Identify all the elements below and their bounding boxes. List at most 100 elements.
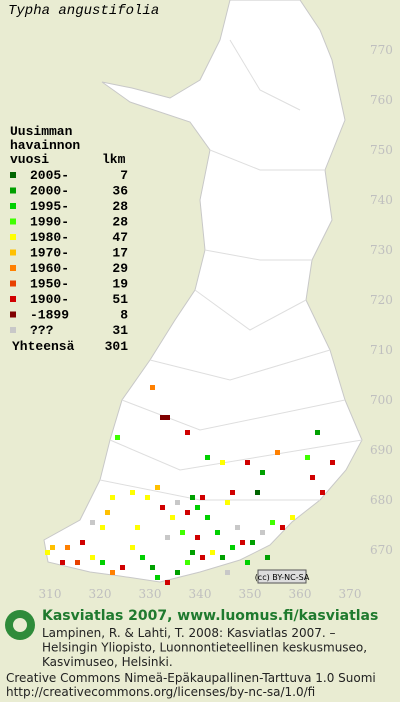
observation-square	[245, 460, 250, 465]
legend-count: 51	[112, 292, 128, 307]
observation-square	[315, 430, 320, 435]
license-line: http://creativecommons.org/licenses/by-n…	[6, 685, 315, 699]
easting-label: 330	[139, 587, 162, 601]
northing-label: 710	[370, 343, 393, 357]
observation-square	[90, 555, 95, 560]
observation-square	[60, 560, 65, 565]
observation-square	[190, 495, 195, 500]
legend-count: 17	[112, 246, 128, 261]
observation-square	[185, 560, 190, 565]
observation-square	[155, 575, 160, 580]
observation-square	[90, 520, 95, 525]
observation-square	[170, 515, 175, 520]
observation-square	[200, 495, 205, 500]
observation-square	[175, 500, 180, 505]
observation-square	[330, 460, 335, 465]
easting-label: 320	[89, 587, 112, 601]
observation-square	[320, 490, 325, 495]
logo	[5, 610, 35, 640]
observation-square	[150, 565, 155, 570]
title: Typha angustifolia	[8, 3, 159, 19]
observation-square	[195, 505, 200, 510]
country-outline	[43, 0, 363, 583]
observation-square	[100, 525, 105, 530]
legend-label: 1960-	[30, 261, 69, 276]
easting-label: 310	[39, 587, 62, 601]
observation-square	[165, 535, 170, 540]
observation-square	[130, 545, 135, 550]
observation-square	[260, 530, 265, 535]
northing-label: 700	[370, 393, 393, 407]
observation-square	[260, 470, 265, 475]
observation-square	[50, 545, 55, 550]
observation-square	[80, 540, 85, 545]
observation-square	[225, 570, 230, 575]
observation-square	[220, 460, 225, 465]
observation-square	[130, 490, 135, 495]
license-line: Creative Commons Nimeä-Epäkaupallinen-Ta…	[6, 671, 376, 685]
observation-square	[110, 570, 115, 575]
legend-label: 2000-	[30, 184, 69, 199]
northing-label: 720	[370, 293, 393, 307]
observation-square	[165, 415, 170, 420]
legend-count: 7	[120, 168, 128, 183]
observation-square	[265, 555, 270, 560]
observation-square	[255, 490, 260, 495]
northing-label: 690	[370, 443, 393, 457]
observation-square	[270, 520, 275, 525]
observation-square	[275, 450, 280, 455]
legend-swatch	[10, 172, 16, 178]
legend-count: 8	[120, 308, 128, 323]
legend-swatch	[10, 187, 16, 194]
observation-square	[235, 525, 240, 530]
legend-label: 2005-	[30, 168, 69, 183]
observation-square	[140, 555, 145, 560]
observation-square	[205, 455, 210, 460]
observation-square	[220, 555, 225, 560]
legend-total-label: Yhteensä	[12, 339, 75, 354]
observation-square	[150, 385, 155, 390]
legend-total: 301	[105, 339, 129, 354]
legend-swatch	[10, 249, 16, 256]
observation-square	[230, 490, 235, 495]
legend-label: -1899	[30, 308, 69, 323]
legend-heading: vuosi	[10, 152, 49, 167]
easting-label: 350	[239, 587, 262, 601]
legend-label: 1900-	[30, 292, 69, 307]
legend-count-heading: lkm	[102, 152, 126, 167]
citation-line: Helsingin Yliopisto, Luonnontieteellinen…	[42, 641, 367, 655]
observation-square	[115, 435, 120, 440]
observation-square	[160, 415, 165, 420]
legend-label: 1980-	[30, 230, 69, 245]
observation-square	[185, 510, 190, 515]
observation-square	[310, 475, 315, 480]
observation-square	[230, 545, 235, 550]
observation-square	[165, 580, 170, 585]
northing-label: 730	[370, 243, 393, 257]
observation-square	[195, 535, 200, 540]
legend-count: 28	[112, 199, 128, 214]
observation-square	[185, 430, 190, 435]
legend-heading: havainnon	[10, 138, 80, 153]
northing-label: 670	[370, 543, 393, 557]
observation-square	[245, 560, 250, 565]
footer-heading: Kasviatlas 2007, www.luomus.fi/kasviatla…	[42, 608, 378, 624]
observation-square	[225, 500, 230, 505]
legend-label: 1990-	[30, 215, 69, 230]
legend-label: 1995-	[30, 199, 69, 214]
legend-label: 1970-	[30, 246, 69, 261]
legend-count: 19	[112, 277, 128, 292]
easting-label: 370	[339, 587, 362, 601]
easting-label: 360	[289, 587, 312, 601]
observation-square	[180, 530, 185, 535]
badge-text: (cc) BY-NC-SA	[255, 573, 310, 582]
legend-count: 47	[112, 230, 128, 245]
observation-square	[110, 495, 115, 500]
citation-line: Lampinen, R. & Lahti, T. 2008: Kasviatla…	[42, 626, 336, 640]
northing-label: 760	[370, 93, 393, 107]
legend-swatch	[10, 203, 16, 209]
observation-square	[240, 540, 245, 545]
northing-label: 770	[370, 43, 393, 57]
observation-square	[190, 550, 195, 555]
